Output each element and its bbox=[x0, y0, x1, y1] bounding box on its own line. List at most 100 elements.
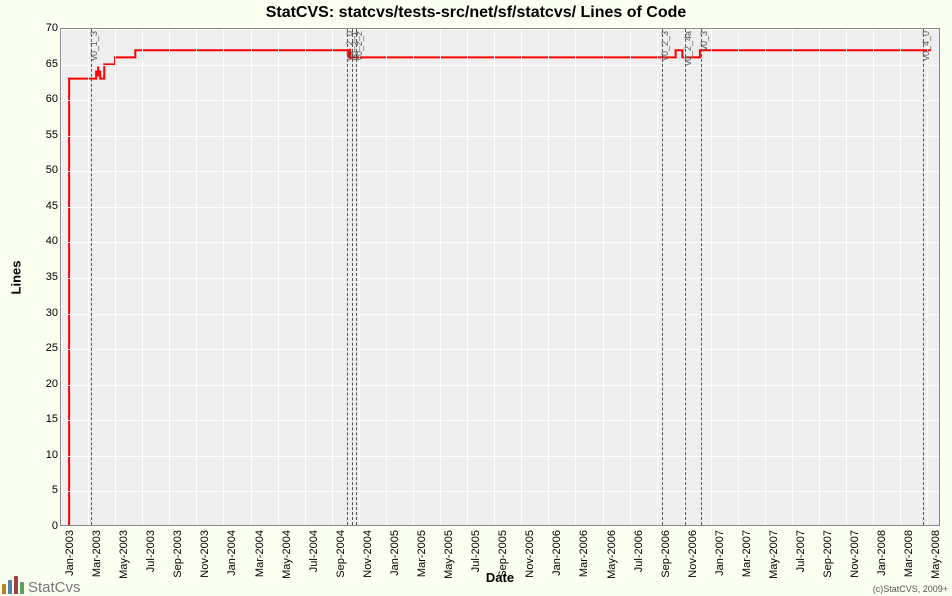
gridline-h bbox=[61, 456, 939, 457]
x-tick-label: Nov-2007 bbox=[849, 530, 861, 578]
gridline-v bbox=[305, 29, 306, 525]
statcvs-logo-text: StatCvs bbox=[28, 579, 81, 596]
x-tick-label: Jul-2004 bbox=[308, 530, 320, 572]
gridline-v bbox=[765, 29, 766, 525]
gridline-v bbox=[603, 29, 604, 525]
y-tick-label: 45 bbox=[28, 200, 58, 212]
gridline-v bbox=[332, 29, 333, 525]
y-tick-label: 65 bbox=[28, 58, 58, 70]
x-tick-label: Nov-2005 bbox=[524, 530, 536, 578]
gridline-h bbox=[61, 136, 939, 137]
gridline-v bbox=[494, 29, 495, 525]
x-tick-label: Sep-2003 bbox=[172, 530, 184, 578]
gridline-v bbox=[575, 29, 576, 525]
gridline-h bbox=[61, 207, 939, 208]
gridline-v bbox=[278, 29, 279, 525]
x-tick-label: Mar-2006 bbox=[578, 530, 590, 577]
x-tick-label: May-2003 bbox=[118, 530, 130, 579]
x-tick-label: Jul-2006 bbox=[633, 530, 645, 572]
x-tick-label: Nov-2004 bbox=[362, 530, 374, 578]
y-tick-label: 15 bbox=[28, 413, 58, 425]
gridline-v bbox=[142, 29, 143, 525]
x-tick-label: Jul-2007 bbox=[795, 530, 807, 572]
annotation-vline bbox=[91, 29, 92, 525]
gridline-v bbox=[115, 29, 116, 525]
gridline-h bbox=[61, 242, 939, 243]
x-tick-label: May-2008 bbox=[930, 530, 942, 579]
gridline-v bbox=[548, 29, 549, 525]
x-tick-label: Mar-2004 bbox=[254, 530, 266, 577]
x-tick-label: May-2004 bbox=[281, 530, 293, 579]
y-tick-label: 40 bbox=[28, 235, 58, 247]
x-tick-label: May-2007 bbox=[768, 530, 780, 579]
gridline-v bbox=[413, 29, 414, 525]
gridline-h bbox=[61, 385, 939, 386]
y-tick-label: 50 bbox=[28, 164, 58, 176]
plot-area: v0_1_3v0_2_0v0_2_1v0_2_2v0_2_3v0_2_4av0_… bbox=[60, 28, 940, 526]
gridline-v bbox=[196, 29, 197, 525]
gridline-h bbox=[61, 100, 939, 101]
gridline-v bbox=[169, 29, 170, 525]
gridline-h bbox=[61, 420, 939, 421]
gridline-v bbox=[873, 29, 874, 525]
annotation-vline bbox=[701, 29, 702, 525]
gridline-v bbox=[386, 29, 387, 525]
annotation-vline bbox=[356, 29, 357, 525]
annotation-label: v0_4_0 bbox=[921, 31, 931, 61]
y-tick-label: 35 bbox=[28, 271, 58, 283]
x-tick-label: Jan-2007 bbox=[714, 530, 726, 576]
annotation-vline bbox=[352, 29, 353, 525]
annotation-label: v0_1_3 bbox=[89, 31, 99, 61]
gridline-v bbox=[521, 29, 522, 525]
x-tick-label: Jan-2003 bbox=[64, 530, 76, 576]
gridline-h bbox=[61, 278, 939, 279]
gridline-v bbox=[657, 29, 658, 525]
gridline-v bbox=[440, 29, 441, 525]
annotation-label: v0_2_2 bbox=[354, 31, 364, 61]
gridline-v bbox=[61, 29, 62, 525]
y-tick-label: 5 bbox=[28, 484, 58, 496]
gridline-v bbox=[819, 29, 820, 525]
gridline-h bbox=[61, 349, 939, 350]
credit-text: (c)StatCVS, 2009+ bbox=[873, 584, 948, 594]
x-tick-label: Sep-2006 bbox=[660, 530, 672, 578]
y-tick-label: 30 bbox=[28, 307, 58, 319]
gridline-v bbox=[630, 29, 631, 525]
gridline-h bbox=[61, 171, 939, 172]
gridline-h bbox=[61, 491, 939, 492]
annotation-label: v0_2_3 bbox=[660, 31, 670, 61]
x-tick-label: May-2005 bbox=[443, 530, 455, 579]
chart-title: StatCVS: statcvs/tests-src/net/sf/statcv… bbox=[0, 4, 952, 22]
gridline-h bbox=[61, 65, 939, 66]
y-tick-label: 20 bbox=[28, 378, 58, 390]
x-tick-label: Jan-2008 bbox=[876, 530, 888, 576]
gridline-v bbox=[846, 29, 847, 525]
y-axis-label-text: Lines bbox=[9, 260, 24, 294]
x-tick-label: Jan-2005 bbox=[389, 530, 401, 576]
gridline-v bbox=[88, 29, 89, 525]
x-tick-label: Jul-2003 bbox=[145, 530, 157, 572]
gridline-v bbox=[738, 29, 739, 525]
gridline-v bbox=[711, 29, 712, 525]
gridline-v bbox=[251, 29, 252, 525]
x-tick-label: Jul-2005 bbox=[470, 530, 482, 572]
x-tick-label: Mar-2003 bbox=[91, 530, 103, 577]
x-tick-label: Mar-2008 bbox=[903, 530, 915, 577]
loc-series-line bbox=[69, 50, 931, 525]
x-tick-label: Sep-2007 bbox=[822, 530, 834, 578]
annotation-vline bbox=[347, 29, 348, 525]
gridline-v bbox=[792, 29, 793, 525]
series-svg bbox=[61, 29, 939, 525]
gridline-v bbox=[359, 29, 360, 525]
y-tick-label: 70 bbox=[28, 22, 58, 34]
gridline-v bbox=[467, 29, 468, 525]
y-tick-label: 0 bbox=[28, 520, 58, 532]
annotation-label: v0_2_4a bbox=[683, 31, 693, 66]
y-tick-label: 55 bbox=[28, 129, 58, 141]
x-tick-label: Jan-2004 bbox=[226, 530, 238, 576]
y-tick-label: 10 bbox=[28, 449, 58, 461]
x-tick-label: May-2006 bbox=[606, 530, 618, 579]
annotation-label: v0_3 bbox=[699, 31, 709, 51]
y-tick-label: 25 bbox=[28, 342, 58, 354]
logo-bar-icon bbox=[14, 576, 18, 594]
